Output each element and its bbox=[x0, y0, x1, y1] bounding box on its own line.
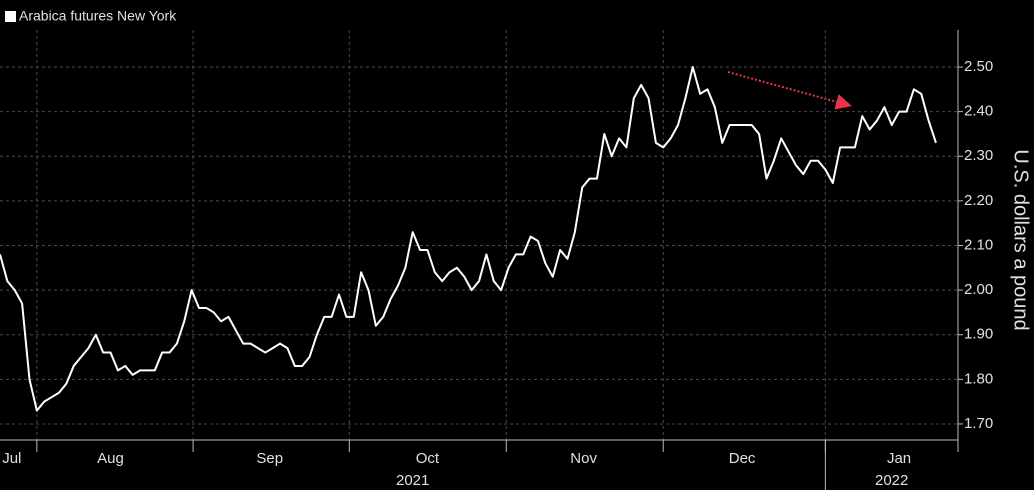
x-tick-label: Aug bbox=[97, 450, 124, 467]
y-tick-label: 2.10 bbox=[964, 236, 993, 253]
y-tick-label: 2.40 bbox=[964, 103, 993, 120]
y-tick-label: 2.50 bbox=[964, 58, 993, 75]
y-axis-label: U.S. dollars a pound bbox=[1010, 149, 1032, 330]
y-tick-label: 1.80 bbox=[964, 370, 993, 387]
x-tick-label: Jul bbox=[2, 450, 21, 467]
annotation-arrow bbox=[727, 71, 852, 110]
year-label: 2022 bbox=[875, 472, 908, 489]
x-tick-label: Nov bbox=[570, 450, 597, 467]
y-tick-label: 2.30 bbox=[964, 147, 993, 164]
price-line bbox=[0, 66, 937, 412]
year-label: 2021 bbox=[396, 472, 429, 489]
y-tick-label: 2.00 bbox=[964, 281, 993, 298]
x-tick-label: Sep bbox=[256, 450, 283, 467]
y-tick-label: 1.70 bbox=[964, 415, 993, 432]
x-tick-label: Dec bbox=[729, 450, 756, 467]
y-tick-label: 2.20 bbox=[964, 192, 993, 209]
legend-label: Arabica futures New York bbox=[19, 8, 177, 24]
legend-swatch bbox=[5, 11, 16, 22]
x-tick-label: Oct bbox=[416, 450, 440, 467]
y-tick-label: 1.90 bbox=[964, 326, 993, 343]
x-tick-label: Jan bbox=[887, 450, 911, 467]
